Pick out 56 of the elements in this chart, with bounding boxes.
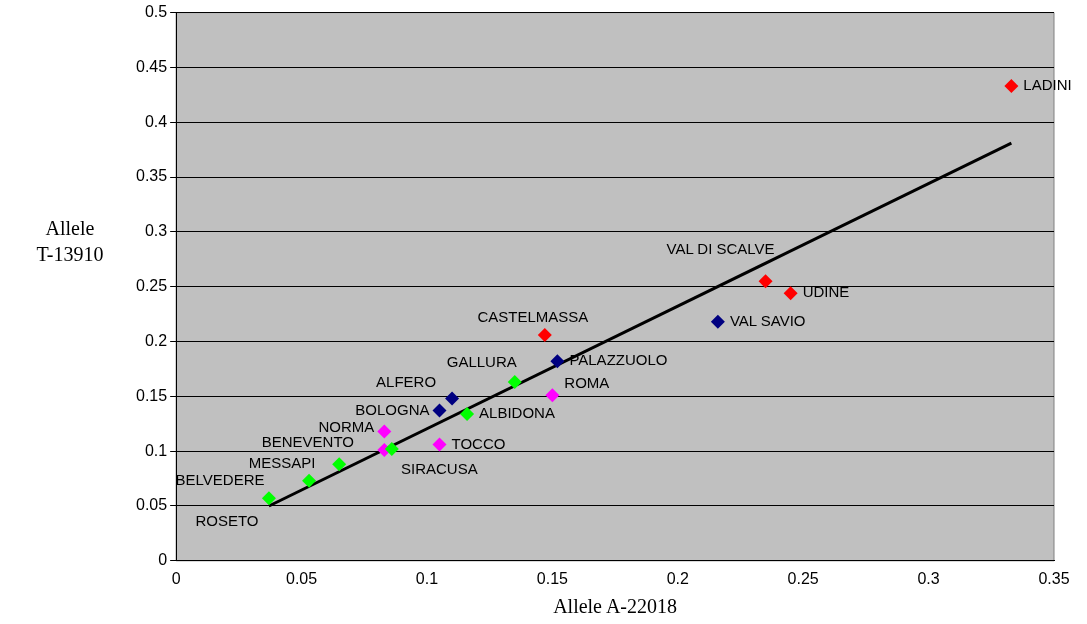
x-tick-label: 0.1 bbox=[415, 569, 439, 587]
annotation: CASTELMASSA bbox=[477, 308, 589, 326]
y-tick-label: 0.25 bbox=[136, 277, 168, 295]
y-tick-label: 0.05 bbox=[136, 496, 168, 514]
point bbox=[302, 473, 317, 488]
y-axis-title: Allele T-13910 bbox=[36, 217, 104, 266]
x-tick-label: 0.15 bbox=[536, 569, 569, 587]
x-tick-label: 0.2 bbox=[666, 569, 689, 587]
annotation: BOLOGNA bbox=[355, 400, 430, 418]
annotation: TOCCO bbox=[451, 434, 506, 452]
point bbox=[432, 437, 447, 452]
point bbox=[432, 403, 447, 418]
point bbox=[445, 391, 460, 406]
y-tick-label: 0.3 bbox=[144, 222, 168, 240]
annotation: BENEVENTO bbox=[261, 433, 354, 451]
point bbox=[332, 457, 347, 472]
point bbox=[384, 441, 399, 456]
annotation: LADINI bbox=[1023, 76, 1072, 94]
point bbox=[537, 327, 552, 342]
point bbox=[758, 274, 773, 289]
x-tick-label: 0.25 bbox=[787, 569, 819, 587]
annotation: MESSAPI bbox=[248, 454, 316, 472]
annotation: VAL SAVIO bbox=[729, 311, 806, 329]
annotation: ROMA bbox=[564, 374, 610, 392]
point bbox=[783, 286, 798, 301]
point bbox=[261, 491, 276, 506]
annotation: GALLURA bbox=[446, 353, 517, 371]
annotation: SIRACUSA bbox=[400, 460, 478, 478]
y-tick-label: 0.4 bbox=[144, 112, 168, 130]
y-tick-label: 0.45 bbox=[136, 57, 168, 75]
point bbox=[545, 388, 560, 403]
y-tick-label: 0.2 bbox=[144, 331, 168, 349]
point bbox=[710, 314, 725, 329]
x-axis-title: Allele A-22018 bbox=[553, 595, 678, 618]
annotation: ALFERO bbox=[376, 372, 437, 390]
annotation: PALAZZUOLO bbox=[569, 351, 668, 369]
y-tick-label: 0.1 bbox=[144, 441, 168, 459]
y-tick-label: 0.5 bbox=[144, 3, 168, 21]
x-tick-label: 0.3 bbox=[917, 569, 940, 587]
y-tick-label: 0.15 bbox=[136, 386, 168, 404]
y-tick-label: 0 bbox=[158, 551, 168, 569]
y-tick-label: 0.35 bbox=[136, 167, 168, 185]
point bbox=[460, 406, 475, 421]
x-tick-label: 0.35 bbox=[1038, 569, 1070, 587]
annotation: VAL DI SCALVE bbox=[666, 240, 775, 258]
x-tick-label: 0 bbox=[171, 569, 181, 587]
point bbox=[377, 424, 392, 439]
point bbox=[507, 375, 522, 390]
point bbox=[1004, 79, 1019, 94]
annotation: ALBIDONA bbox=[479, 404, 555, 422]
x-tick-label: 0.05 bbox=[285, 569, 318, 587]
annotation: ROSETO bbox=[195, 512, 259, 530]
point bbox=[550, 354, 565, 369]
annotation: UDINE bbox=[802, 283, 850, 301]
annotation: BELVEDERE bbox=[175, 470, 265, 488]
annotation: NORMA bbox=[318, 417, 375, 435]
